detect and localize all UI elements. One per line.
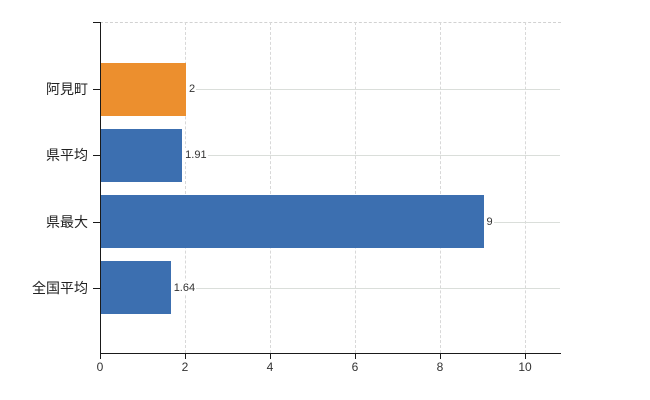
x-tick-label: 10 xyxy=(518,360,532,374)
vertical-gridline xyxy=(270,22,271,353)
x-tick-label: 8 xyxy=(436,360,444,374)
x-axis-tick xyxy=(355,353,356,359)
bar-value-label: 1.64 xyxy=(170,280,197,295)
horizontal-gridline xyxy=(100,287,560,289)
vertical-gridline xyxy=(185,22,186,353)
x-axis-tick xyxy=(100,353,101,359)
x-tick-label: 4 xyxy=(266,360,274,374)
x-tick-label: 0 xyxy=(96,360,104,374)
x-axis-tick xyxy=(525,353,526,359)
vertical-gridline xyxy=(440,22,441,353)
x-tick-label: 2 xyxy=(181,360,189,374)
y-axis-end-tick xyxy=(93,22,100,23)
bar xyxy=(101,195,484,249)
bar-value-label: 1.91 xyxy=(182,148,208,163)
x-tick-label: 6 xyxy=(351,360,359,374)
horizontal-gridline xyxy=(100,89,560,90)
bar-value-label: 2 xyxy=(186,82,197,96)
x-axis-line xyxy=(100,353,561,354)
bar xyxy=(101,128,183,182)
x-axis-tick xyxy=(440,353,441,359)
x-axis-tick xyxy=(185,353,186,359)
category-label: 全国平均 xyxy=(32,279,88,296)
vertical-gridline xyxy=(525,22,526,353)
category-label: 県最大 xyxy=(46,213,88,230)
top-gridline xyxy=(100,22,561,23)
bar xyxy=(101,261,171,315)
x-axis-tick xyxy=(270,353,271,359)
y-axis-tick xyxy=(93,287,100,289)
horizontal-gridline xyxy=(100,155,560,157)
bar xyxy=(101,62,186,116)
y-axis-tick xyxy=(93,89,100,90)
category-label: 県平均 xyxy=(46,147,88,164)
y-axis-tick xyxy=(93,221,100,223)
vertical-gridline xyxy=(355,22,356,353)
bar-value-label: 9 xyxy=(483,214,494,229)
y-axis-line xyxy=(100,22,101,353)
y-axis-tick xyxy=(93,155,100,157)
category-label: 阿見町 xyxy=(46,81,88,97)
